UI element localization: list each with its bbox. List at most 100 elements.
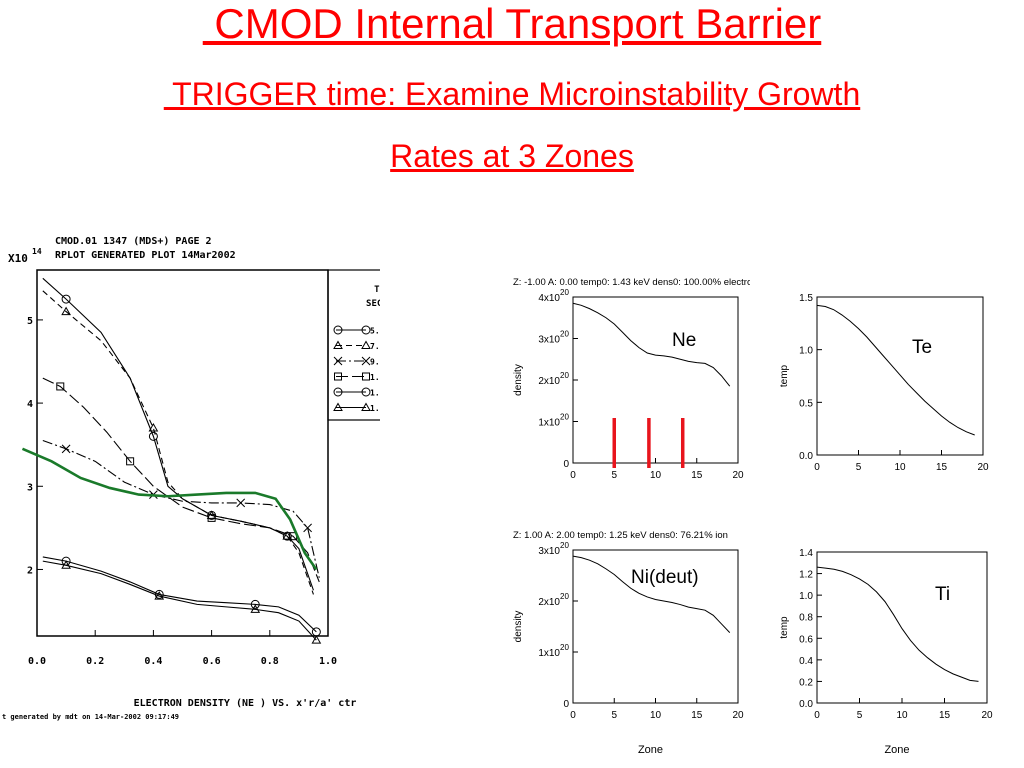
panel4-y-tick-label: 1.0 (799, 591, 813, 602)
rplot-overlay-curve (21, 447, 318, 571)
rplot-series-marker (61, 294, 71, 304)
rplot-series-marker (207, 513, 216, 522)
rplot-series-marker (61, 560, 71, 569)
rplot-legend-marker (361, 402, 371, 411)
panel1-y-tick-label: 0 (563, 459, 569, 470)
panel4-x-tick-label: 10 (896, 710, 908, 721)
rplot-series-marker (61, 444, 71, 454)
rplot-legend-title-1: TIME (374, 285, 380, 295)
rplot-series-marker (154, 591, 165, 600)
panel2-frame (816, 296, 984, 456)
panel2-x-tick-label: 20 (977, 462, 989, 473)
rplot-x-tick-label: 0.0 (28, 656, 46, 667)
rplot-legend-marker (361, 387, 371, 397)
panel1-y-tick-label: 1x10 (538, 418, 560, 429)
panel3-y-tick-exponent: 20 (560, 592, 569, 601)
panel2-x-tick-label: 15 (936, 462, 948, 473)
rplot-y-tick-label: 4 (27, 399, 33, 410)
panel1-x-tick-label: 0 (570, 470, 576, 481)
rplot-series-marker (250, 604, 261, 613)
panel1-x-tick-label: 10 (650, 470, 662, 481)
panel1-y-tick-exponent: 20 (560, 371, 569, 380)
panel1-y-tick-label: 2x10 (538, 376, 560, 387)
panel1-x-tick-label: 5 (611, 470, 617, 481)
panel1-y-tick-label: 4x10 (538, 293, 560, 304)
rplot-legend-entry: 1.30030E+00 (370, 389, 380, 398)
rplot-series-line-0 (42, 277, 314, 591)
rplot-series-line-1 (42, 290, 314, 595)
panel1-y-tick-exponent: 20 (560, 288, 569, 297)
rplot-footer: t generated by mdt on 14-Mar-2002 09:17:… (2, 713, 179, 721)
rplot-header-line2: RPLOT GENERATED PLOT 14Mar2002 (55, 250, 236, 261)
panel2-data-line (816, 304, 975, 436)
rplot-series-line-2 (42, 440, 320, 578)
panel3-x-tick-label: 15 (691, 710, 703, 721)
rplot-y-multiplier: X10 (8, 252, 28, 265)
panel1-y-axis-label: density (513, 364, 524, 396)
rplot-x-tick-label: 0.8 (261, 656, 279, 667)
panel4-x-tick-label: 0 (814, 710, 820, 721)
panel4-y-tick-label: 0.6 (799, 634, 813, 645)
rplot-series-marker (311, 635, 322, 644)
slide-subtitle-line1: TRIGGER time: Examine Microinstability G… (163, 76, 861, 112)
panel3-y-tick-label: 0 (563, 699, 569, 710)
panel2-y-tick-label: 1.5 (799, 293, 813, 304)
rplot-legend-marker (333, 325, 343, 335)
panel4-x-tick-label: 5 (857, 710, 863, 721)
panel3-data-line (572, 555, 731, 633)
rplot-x-tick-label: 1.0 (319, 656, 337, 667)
panel3-y-tick-exponent: 20 (560, 643, 569, 652)
panel3-x-tick-label: 10 (650, 710, 662, 721)
rplot-series-marker (236, 498, 246, 508)
rplot-legend-entry: 1.44600E+00 (370, 404, 380, 413)
rplot-y-tick-label: 3 (27, 482, 33, 493)
panel4-x-tick-label: 15 (939, 710, 951, 721)
rplot-series-marker (206, 510, 217, 519)
electron-density-chart: Z: -1.00 A: 0.00 temp0: 1.43 keV dens0: … (513, 277, 750, 481)
panel2-x-tick-label: 0 (814, 462, 820, 473)
panel3-x-axis-label: Zone (638, 744, 663, 756)
rplot-legend-entry: 7.00100E-01 (370, 342, 380, 351)
rplot-x-tick-label: 0.2 (86, 656, 104, 667)
rplot-legend-marker (334, 372, 342, 381)
panel4-x-tick-label: 20 (981, 710, 993, 721)
panel4-data-line (816, 566, 979, 682)
rplot-legend-marker (361, 325, 371, 335)
panel3-y-tick-label: 1x10 (538, 648, 560, 659)
rplot-x-tick-label: 0.4 (144, 656, 162, 667)
panel3-header: Z: 1.00 A: 2.00 temp0: 1.25 keV dens0: 7… (513, 530, 728, 541)
rplot-legend-entry: 1.10010E+00 (370, 373, 380, 382)
rplot-x-tick-label: 0.6 (203, 656, 221, 667)
panel2-series-label: Te (912, 337, 932, 358)
rplot-legend-entry: 9.00033E-01 (370, 358, 380, 367)
rplot-legend-marker (361, 340, 371, 349)
panel1-y-tick-exponent: 20 (560, 413, 569, 422)
panel4-y-axis-label: temp (779, 616, 790, 639)
panel3-y-axis-label: density (513, 611, 524, 643)
panel2-y-tick-label: 1.0 (799, 346, 813, 357)
rplot-legend-title-2: SECONDS (366, 299, 380, 309)
rplot-legend-entry: 5.01000E-01 (370, 327, 380, 336)
panel2-x-tick-label: 5 (856, 462, 862, 473)
rplot-series-line-5 (42, 560, 317, 641)
rplot-series-line-3 (42, 377, 320, 583)
panel2-y-tick-label: 0.5 (799, 398, 813, 409)
rplot-y-tick-label: 2 (27, 565, 33, 576)
rplot-y-exponent: 14 (32, 247, 42, 256)
rplot-frame (36, 269, 329, 637)
panel2-y-tick-label: 0.0 (799, 451, 813, 462)
panel2-y-axis-label: temp (779, 364, 790, 387)
panel4-y-tick-label: 0.8 (799, 613, 813, 624)
panel1-series-label: Ne (672, 330, 696, 351)
rplot-density-chart: CMOD.01 1347 (MDS+) PAGE 2 RPLOT GENERATE… (2, 236, 380, 721)
rplot-series-marker (148, 431, 158, 441)
panel3-y-tick-label: 2x10 (538, 597, 560, 608)
panel3-series-label: Ni(deut) (631, 567, 699, 588)
panel1-header: Z: -1.00 A: 0.00 temp0: 1.43 keV dens0: … (513, 277, 750, 288)
panel4-y-tick-label: 1.4 (799, 548, 813, 559)
rplot-series-marker (56, 382, 65, 391)
rplot-legend-marker (333, 356, 343, 366)
rplot-x-axis-label: ELECTRON DENSITY (NE ) VS. x'r/a' ctr (134, 698, 357, 709)
panel1-x-tick-label: 15 (691, 470, 703, 481)
panel3-x-tick-label: 5 (611, 710, 617, 721)
